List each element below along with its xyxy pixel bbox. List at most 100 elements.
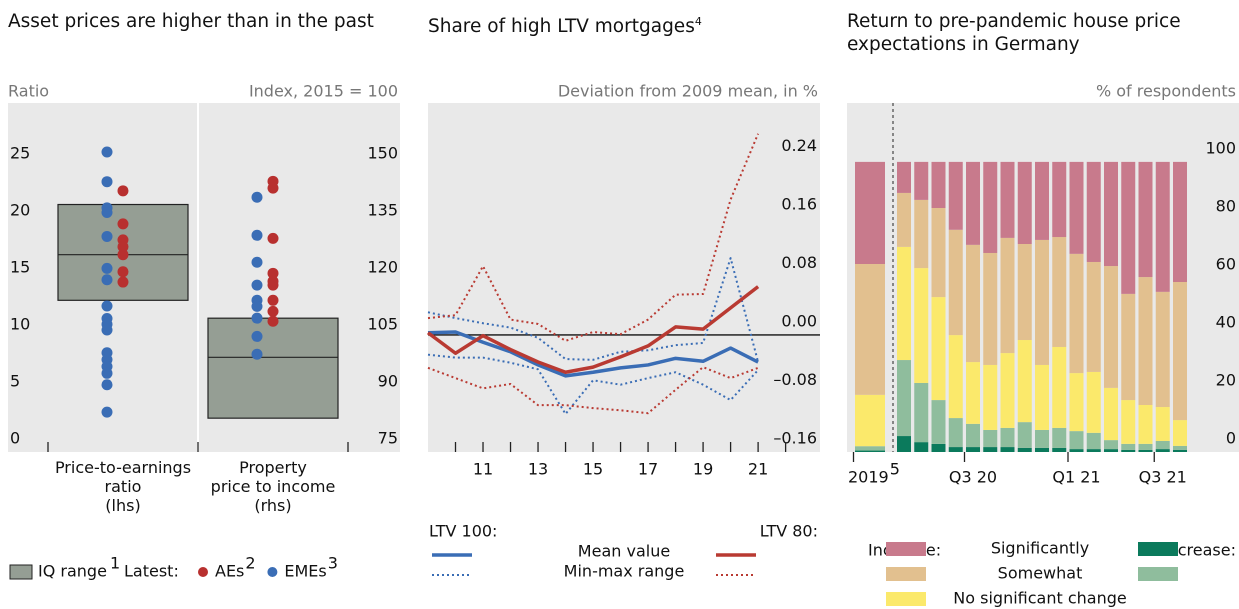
x-tick-label: Q1 21 [1052,468,1100,487]
y-tick-label: 40 [1216,312,1236,331]
bar-segment [1069,449,1084,452]
dot [267,279,279,291]
y-tick-label: 0 [10,429,20,448]
y-tick-label: 15 [10,257,30,276]
y-tick-label: 5 [10,371,20,390]
bar-segment [1138,443,1153,450]
bar-segment [931,443,946,452]
bar-segment [948,447,963,452]
bar-segment [983,364,998,430]
y-tick-label: 0.08 [781,253,817,272]
y-axis-label: Ratio [8,82,49,101]
bar-segment [1086,432,1101,450]
y-tick-label: 25 [10,143,30,162]
y2-tick-label: 150 [367,143,398,162]
bar-segment [855,394,885,447]
bar-segment [1017,447,1032,452]
legend-swatch [886,542,926,556]
bar-segment [914,199,929,269]
bar-segment [1017,340,1032,423]
y-tick-label: –0.08 [773,370,817,389]
bar-segment [948,418,963,448]
y-tick-label: 20 [1216,370,1236,389]
dot [101,300,113,312]
dot [117,276,129,288]
bar-segment [966,244,980,363]
bar-segment [1017,243,1032,341]
bar-segment [855,446,885,451]
legend-label: Mean value [578,542,670,561]
bar-segment [931,208,946,298]
bar-segment [966,362,980,424]
line [427,353,759,415]
y-tick-label: –0.16 [773,429,817,448]
legend-swatch [1138,567,1178,581]
bar-segment [1052,427,1067,448]
bar-segment [948,161,963,230]
plot-bg [428,103,820,452]
x-tick-label: 17 [638,460,658,479]
bar-segment [1155,407,1170,441]
bar-segment [1121,400,1136,444]
dot [101,274,113,286]
bar-segment [1035,161,1049,240]
dot [101,206,113,218]
bar-segment [855,161,885,265]
bar-segment [931,297,946,401]
chart-title: Asset prices are higher than in the past [8,11,374,32]
bar-segment [1069,373,1084,432]
y2-tick-label: 120 [367,257,398,276]
legend-label: IQ range [38,562,107,581]
bar-segment [1121,293,1136,401]
bar-segment [1173,420,1187,446]
bar-segment [983,252,998,365]
bar-segment [1052,237,1067,347]
dot [101,324,113,336]
bar-segment [1138,277,1153,406]
bar-segment [1104,266,1118,388]
bar-segment [1173,445,1187,450]
dot [251,348,263,360]
x-tick-label: Property price to income (rhs) [210,458,336,515]
dot [267,267,279,279]
bar-segment [1138,449,1153,452]
bar-segment [1035,239,1049,365]
note: 3 [328,554,338,573]
dot [117,241,129,253]
x-tick-label: 11 [473,460,493,479]
bar-segment [1000,237,1015,354]
bar-segment [983,447,998,452]
bar-segment [1035,364,1049,430]
x-tick-label: 2019 [848,468,889,487]
bar-segment [1173,161,1187,282]
bar-segment [1017,161,1032,244]
y2-tick-label: 105 [367,314,398,333]
legend-label: Min-max range [564,562,685,581]
bar-segment [1173,281,1187,421]
bar-segment [1000,353,1015,428]
bar-segment [1035,447,1049,452]
bar-segment [897,161,911,193]
bar-segment [914,382,929,443]
bar-segment [983,161,998,253]
x-tick-label: 15 [583,460,603,479]
x-tick-label: 19 [693,460,713,479]
line [427,330,759,378]
y-tick-label: 60 [1216,254,1236,273]
dot [101,406,113,418]
dot [117,218,129,230]
legend-swatch [886,567,926,581]
chart-title: Return to pre-pandemic house price expec… [847,11,1181,55]
legend-label: Significantly [991,539,1089,558]
legend-label: Latest: [124,562,179,581]
legend-label: Somewhat [998,564,1083,583]
bar-segment [966,423,980,448]
dot [117,185,129,197]
dot [267,315,279,327]
bar-segment [914,268,929,383]
x-tick-label: 21 [748,460,768,479]
dot [267,232,279,244]
bar-segment [855,264,885,395]
